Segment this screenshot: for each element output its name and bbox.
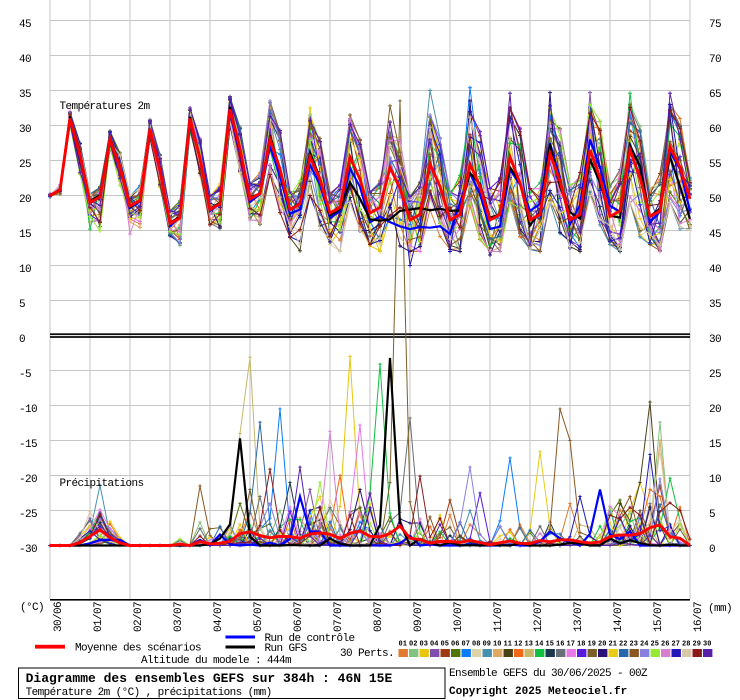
svg-text:-10: -10: [19, 404, 37, 416]
svg-text:03: 03: [420, 641, 428, 649]
svg-text:10: 10: [709, 474, 721, 486]
svg-text:28: 28: [682, 641, 690, 649]
svg-text:-20: -20: [19, 474, 37, 486]
svg-text:15: 15: [709, 439, 721, 451]
svg-text:35: 35: [709, 299, 721, 311]
svg-text:07/07: 07/07: [333, 602, 345, 632]
svg-text:07: 07: [462, 641, 470, 649]
svg-text:13/07: 13/07: [573, 602, 585, 632]
svg-text:10: 10: [19, 264, 31, 276]
svg-text:27: 27: [672, 641, 680, 649]
svg-text:40: 40: [19, 54, 31, 66]
svg-text:40: 40: [709, 264, 721, 276]
svg-text:5: 5: [709, 509, 715, 521]
svg-text:-25: -25: [19, 509, 37, 521]
svg-text:10/07: 10/07: [453, 602, 465, 632]
svg-text:15/07: 15/07: [653, 602, 665, 632]
svg-text:05/07: 05/07: [253, 602, 265, 632]
svg-text:70: 70: [709, 54, 721, 66]
svg-text:15: 15: [19, 229, 31, 241]
svg-text:11/07: 11/07: [493, 602, 505, 632]
svg-text:-5: -5: [19, 369, 31, 381]
svg-text:20: 20: [19, 194, 31, 206]
svg-text:04: 04: [430, 641, 438, 649]
svg-text:17: 17: [567, 641, 575, 649]
svg-text:21: 21: [609, 641, 617, 649]
svg-text:09/07: 09/07: [413, 602, 425, 632]
svg-text:30/06: 30/06: [53, 602, 65, 632]
svg-text:Copyright 2025 Meteociel.fr: Copyright 2025 Meteociel.fr: [449, 686, 627, 698]
svg-text:10: 10: [493, 641, 501, 649]
svg-text:25: 25: [651, 641, 659, 649]
svg-text:14/07: 14/07: [613, 602, 625, 632]
svg-text:Moyenne des scénarios: Moyenne des scénarios: [75, 643, 201, 655]
svg-text:01: 01: [399, 641, 407, 649]
svg-text:08/07: 08/07: [373, 602, 385, 632]
svg-text:02/07: 02/07: [133, 602, 145, 632]
svg-text:Run de contrôle: Run de contrôle: [265, 633, 355, 645]
svg-text:35: 35: [19, 89, 31, 101]
svg-text:25: 25: [709, 369, 721, 381]
svg-text:16: 16: [556, 641, 564, 649]
svg-text:45: 45: [19, 19, 31, 31]
svg-text:09: 09: [483, 641, 491, 649]
svg-text:26: 26: [661, 641, 669, 649]
svg-text:24: 24: [640, 641, 648, 649]
svg-text:23: 23: [630, 641, 638, 649]
svg-text:(mm): (mm): [708, 603, 732, 615]
svg-text:Ensemble GEFS du 30/06/2025 -: Ensemble GEFS du 30/06/2025 - 00Z: [449, 668, 648, 680]
svg-text:06/07: 06/07: [293, 602, 305, 632]
svg-text:06: 06: [451, 641, 459, 649]
svg-text:Précipitations: Précipitations: [60, 478, 144, 490]
svg-text:5: 5: [19, 299, 25, 311]
svg-text:(°C): (°C): [20, 602, 44, 614]
svg-text:20: 20: [598, 641, 606, 649]
svg-text:18: 18: [577, 641, 585, 649]
svg-text:29: 29: [693, 641, 701, 649]
svg-text:16/07: 16/07: [693, 602, 705, 632]
svg-text:15: 15: [546, 641, 554, 649]
svg-text:50: 50: [709, 194, 721, 206]
svg-text:01/07: 01/07: [93, 602, 105, 632]
svg-text:-30: -30: [19, 544, 37, 556]
svg-text:12/07: 12/07: [533, 602, 545, 632]
svg-text:03/07: 03/07: [173, 602, 185, 632]
svg-text:Run GFS: Run GFS: [265, 643, 308, 655]
svg-text:30: 30: [703, 641, 711, 649]
svg-text:Températures 2m: Températures 2m: [60, 101, 151, 113]
svg-text:12: 12: [514, 641, 522, 649]
svg-text:11: 11: [504, 641, 512, 649]
svg-text:02: 02: [409, 641, 417, 649]
svg-text:0: 0: [709, 544, 715, 556]
svg-text:0: 0: [19, 334, 25, 346]
svg-text:05: 05: [441, 641, 449, 649]
svg-text:Altitude du modele : 444m: Altitude du modele : 444m: [141, 655, 292, 667]
svg-text:Température 2m (°C) , précipit: Température 2m (°C) , précipitations (mm…: [26, 687, 272, 699]
svg-text:22: 22: [619, 641, 627, 649]
svg-text:-15: -15: [19, 439, 37, 451]
svg-text:04/07: 04/07: [213, 602, 225, 632]
svg-text:55: 55: [709, 159, 721, 171]
svg-text:45: 45: [709, 229, 721, 241]
svg-text:20: 20: [709, 404, 721, 416]
svg-text:30: 30: [19, 124, 31, 136]
svg-text:14: 14: [535, 641, 543, 649]
svg-text:13: 13: [525, 641, 533, 649]
svg-text:30: 30: [709, 334, 721, 346]
svg-text:65: 65: [709, 89, 721, 101]
svg-text:60: 60: [709, 124, 721, 136]
svg-text:Diagramme des ensembles GEFS s: Diagramme des ensembles GEFS sur 384h : …: [26, 671, 393, 686]
svg-text:75: 75: [709, 19, 721, 31]
svg-text:08: 08: [472, 641, 480, 649]
svg-text:30 Perts.: 30 Perts.: [340, 648, 394, 660]
svg-text:25: 25: [19, 159, 31, 171]
svg-text:19: 19: [588, 641, 596, 649]
